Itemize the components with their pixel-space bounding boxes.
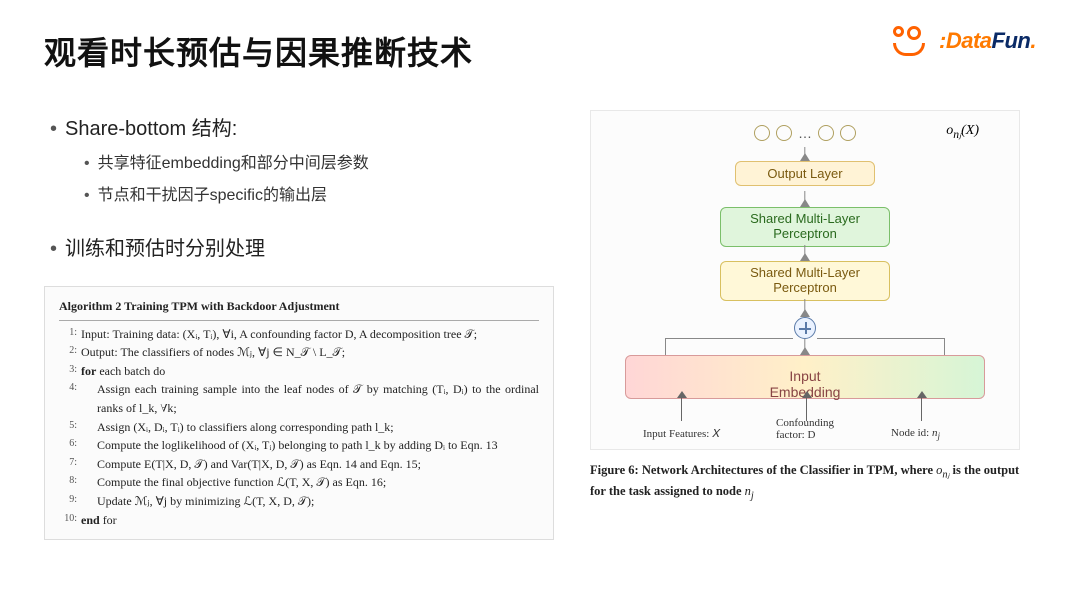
algo-line: Assign (Xᵢ, Dᵢ, Tᵢ) to classifiers along… (59, 418, 539, 437)
layer-output: Output Layer (735, 161, 875, 186)
content: •Share-bottom 结构: •共享特征embedding和部分中间层参数… (44, 110, 1036, 540)
page-title: 观看时长预估与因果推断技术 (44, 28, 473, 74)
algo-line: Input: Training data: (Xᵢ, Tᵢ), ∀i, A co… (59, 325, 539, 344)
bullet-list: •Share-bottom 结构: •共享特征embedding和部分中间层参数… (44, 110, 554, 268)
input-label-n: Node id: nj (891, 427, 940, 441)
kuaishou-logo-icon (893, 26, 925, 56)
arrow-icon (800, 253, 810, 261)
arrow-icon (800, 199, 810, 207)
input-arrow-icon (681, 397, 682, 421)
algorithm-title: Algorithm 2 Training TPM with Backdoor A… (59, 297, 539, 321)
bullet-2: 训练和预估时分别处理 (65, 238, 265, 260)
bullet-1-2: 节点和干扰因子specific的输出层 (98, 187, 327, 204)
algo-line: Output: The classifiers of nodes ℳⱼ, ∀j … (59, 343, 539, 362)
output-nodes-icon: … (754, 125, 856, 141)
arrow-icon (800, 153, 810, 161)
input-label-x: Input Features: 𝑋 (643, 428, 720, 441)
algo-line: Assign each training sample into the lea… (59, 380, 539, 417)
figure-caption: Figure 6: Network Architectures of the C… (590, 462, 1020, 504)
algo-line: for each batch do (59, 362, 539, 381)
bullet-1: Share-bottom 结构: (65, 118, 237, 140)
arrow-icon (800, 309, 810, 317)
layer-mlp1: Shared Multi-LayerPerceptron (720, 207, 890, 247)
algo-line: end for (59, 511, 539, 530)
slide: 观看时长预估与因果推断技术 :DataFun. •Share-bottom 结构… (0, 0, 1080, 608)
algorithm-lines: Input: Training data: (Xᵢ, Tᵢ), ∀i, A co… (59, 325, 539, 530)
datafun-logo: :DataFun. (939, 28, 1036, 54)
algo-line: Compute the final objective function ℒ(T… (59, 473, 539, 492)
logos: :DataFun. (893, 26, 1036, 56)
right-column: … onⱼ(X) Output Layer Shared Multi-Layer… (574, 110, 1036, 540)
algorithm-box: Algorithm 2 Training TPM with Backdoor A… (44, 286, 554, 540)
input-label-d: Confoundingfactor: D (776, 417, 834, 441)
bullet-1-1: 共享特征embedding和部分中间层参数 (98, 155, 369, 172)
algo-line: Compute E(T|X, D, 𝒯) and Var(T|X, D, 𝒯) … (59, 455, 539, 474)
algo-line: Compute the loglikelihood of (Xᵢ, Tᵢ) be… (59, 436, 539, 455)
architecture-diagram: … onⱼ(X) Output Layer Shared Multi-Layer… (590, 110, 1020, 450)
header: 观看时长预估与因果推断技术 :DataFun. (44, 28, 1036, 74)
left-column: •Share-bottom 结构: •共享特征embedding和部分中间层参数… (44, 110, 554, 540)
arrow-icon (800, 347, 810, 355)
algo-line: Update ℳⱼ, ∀j by minimizing ℒ(T, X, D, 𝒯… (59, 492, 539, 511)
input-arrow-icon (921, 397, 922, 421)
output-formula: onⱼ(X) (946, 123, 979, 141)
layer-mlp2: Shared Multi-LayerPerceptron (720, 261, 890, 301)
